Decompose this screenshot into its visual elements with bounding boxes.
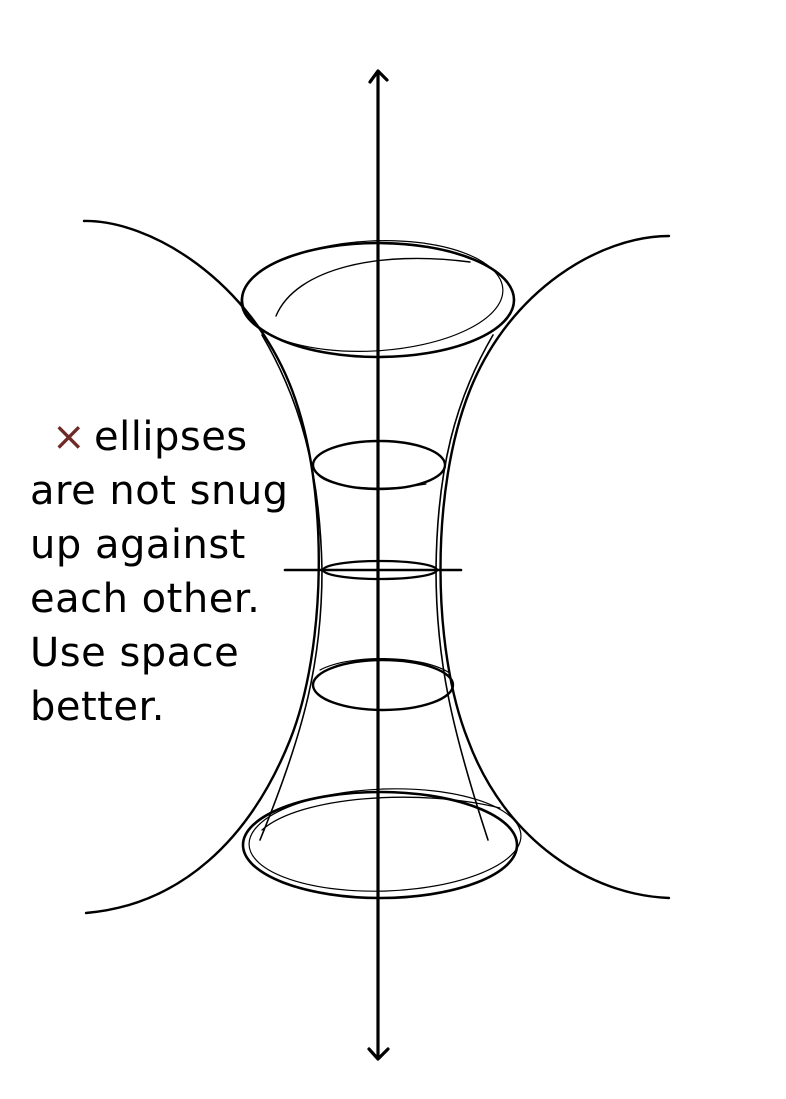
axis-arrow-down-icon: [367, 1047, 390, 1061]
top-ellipse-stroke: [275, 257, 471, 317]
lower-middle-ellipse: [311, 658, 455, 712]
note-line-1: × ellipses: [30, 410, 290, 464]
left-outer-curve: [82, 219, 320, 915]
bottom-ellipse: [241, 790, 519, 900]
lower-middle-ellipse-stroke: [319, 658, 449, 673]
bottom-ellipse-sketch: [248, 788, 522, 892]
note-line-5: Use space: [30, 630, 240, 676]
top-ellipse: [240, 241, 516, 359]
waist-ellipse: [321, 559, 439, 581]
x-mark-icon: ×: [52, 414, 87, 460]
top-ellipse-sketch: [240, 240, 504, 352]
note-line-2: are not snug: [30, 468, 289, 514]
upper-middle-ellipse: [311, 439, 447, 491]
right-outer-curve: [439, 234, 671, 900]
upper-middle-ellipse-stroke: [317, 474, 427, 489]
note-line-6: better.: [30, 684, 165, 730]
note-line-3: up against: [30, 522, 246, 568]
right-inner-profile: [435, 334, 494, 841]
critique-note: × ellipses are not snug up against each o…: [30, 410, 290, 734]
note-line-4: each other.: [30, 576, 261, 622]
bottom-ellipse-stroke: [261, 796, 501, 831]
note-text-1: ellipses: [94, 414, 248, 460]
axis-arrow-up-icon: [368, 69, 389, 84]
